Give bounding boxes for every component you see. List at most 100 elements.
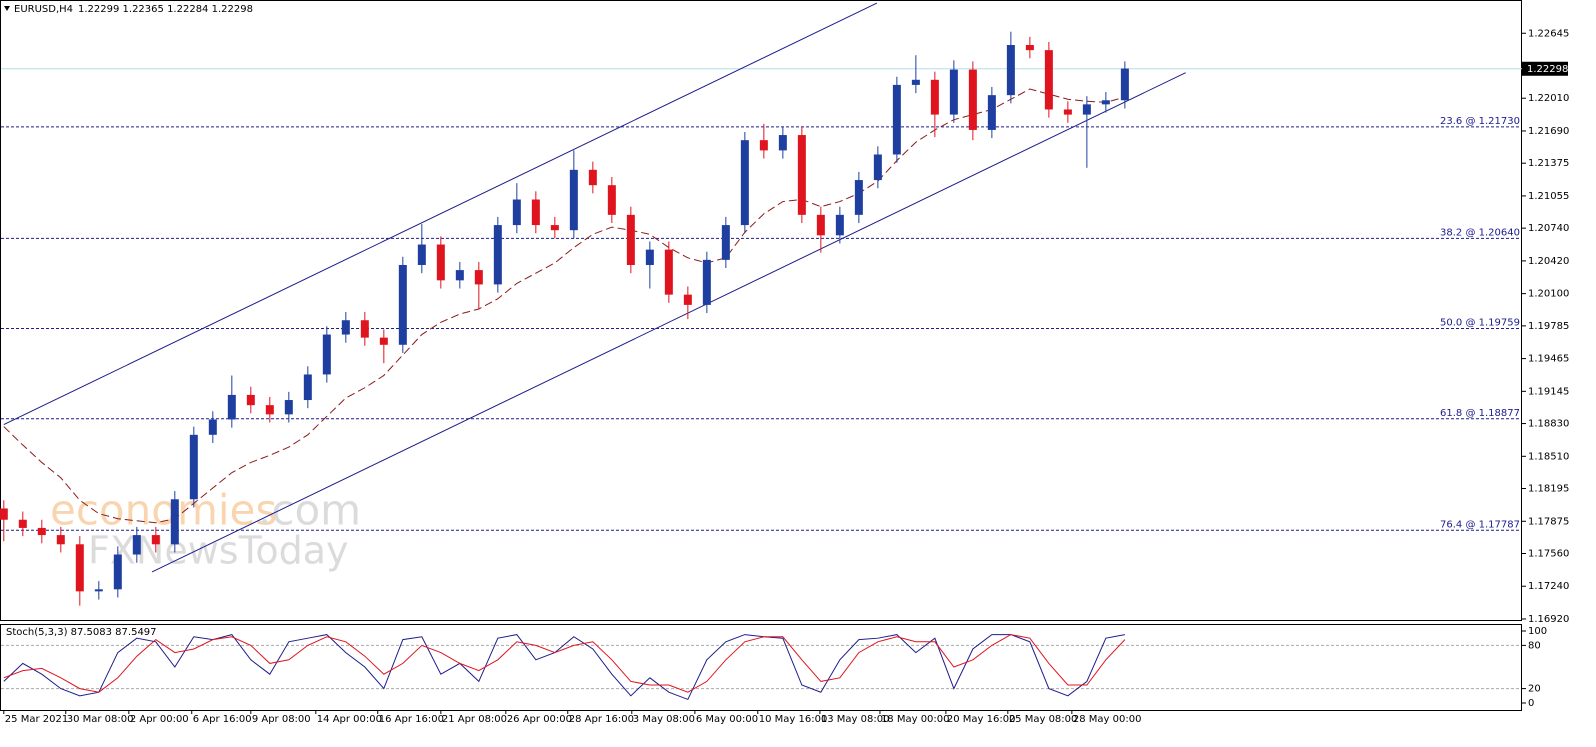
y-tick-label: 1.20420 xyxy=(1528,256,1569,267)
candle-body xyxy=(645,249,654,265)
candle-body xyxy=(664,249,673,295)
candle-body xyxy=(398,264,407,345)
y-tick-label: 1.22645 xyxy=(1528,28,1569,39)
candle-body xyxy=(379,337,388,345)
channel-line xyxy=(151,72,1186,573)
y-tick-label: 1.18510 xyxy=(1528,451,1569,462)
candle-body xyxy=(360,320,369,338)
y-tick-label: 1.22010 xyxy=(1528,93,1569,104)
x-tick-label: 2 Apr 00:00 xyxy=(130,714,189,725)
candle-body xyxy=(322,334,331,375)
x-tick-label: 25 Mar 2021 xyxy=(5,714,68,725)
stoch-y-tick-label: 100 xyxy=(1528,626,1547,637)
stoch-title: Stoch(5,3,3) 87.5083 87.5497 xyxy=(6,627,157,638)
watermark-domain: .com xyxy=(258,486,361,535)
stoch-y-tick-label: 20 xyxy=(1528,684,1541,695)
candle-body xyxy=(626,214,635,265)
x-tick-label: 14 Apr 00:00 xyxy=(317,714,382,725)
x-tick-label: 3 May 08:00 xyxy=(633,714,695,725)
candle-body xyxy=(341,320,350,335)
watermark: economies .com FXNewsToday xyxy=(50,486,361,573)
candle-body xyxy=(873,154,882,181)
y-tick-label: 1.17240 xyxy=(1528,581,1569,592)
candle-body xyxy=(56,535,65,545)
candle-body xyxy=(1101,100,1110,105)
candle-body xyxy=(778,135,787,151)
x-tick-label: 6 May 00:00 xyxy=(696,714,758,725)
y-tick-label: 1.19465 xyxy=(1528,354,1569,365)
candle-body xyxy=(854,180,863,215)
candle-body xyxy=(1025,45,1034,51)
x-tick-label: 9 Apr 08:00 xyxy=(252,714,311,725)
stoch-y-tick-label: 0 xyxy=(1528,698,1534,709)
stoch-line xyxy=(3,634,1126,693)
y-tick-label: 1.17875 xyxy=(1528,516,1569,527)
fib-label: 50.0 @ 1.19759 xyxy=(1440,318,1520,329)
y-tick-label: 1.18830 xyxy=(1528,419,1569,430)
y-tick-label: 1.18195 xyxy=(1528,484,1569,495)
candle-body xyxy=(493,225,502,285)
candle-body xyxy=(151,535,160,545)
candle-body xyxy=(284,400,293,415)
candle-body xyxy=(816,214,825,236)
x-tick-label: 10 May 16:00 xyxy=(759,714,828,725)
candle-body xyxy=(702,259,711,305)
candle-body xyxy=(588,169,597,186)
candle-body xyxy=(0,508,8,520)
candle-body xyxy=(607,185,616,215)
candle-body xyxy=(1044,50,1053,110)
candle-body xyxy=(797,135,806,215)
candle-body xyxy=(1120,68,1129,101)
candle-body xyxy=(683,294,692,305)
y-tick-label: 1.20740 xyxy=(1528,223,1569,234)
x-tick-label: 18 May 00:00 xyxy=(881,714,950,725)
candle-body xyxy=(721,225,730,260)
candle-body xyxy=(189,434,198,500)
candle-body xyxy=(987,95,996,130)
candle-body xyxy=(208,419,217,435)
candle-body xyxy=(94,589,103,592)
candle-body xyxy=(569,169,578,231)
x-tick-label: 13 May 08:00 xyxy=(821,714,890,725)
fib-label: 61.8 @ 1.18877 xyxy=(1440,408,1520,419)
candle-body xyxy=(18,519,27,528)
candle-body xyxy=(1082,104,1091,115)
candle-body xyxy=(474,270,483,285)
y-tick-label: 1.19785 xyxy=(1528,321,1569,332)
x-tick-label: 26 Apr 00:00 xyxy=(507,714,572,725)
fib-label: 76.4 @ 1.17787 xyxy=(1440,519,1520,530)
x-tick-label: 20 May 16:00 xyxy=(947,714,1016,725)
candle-body xyxy=(531,199,540,226)
x-tick-label: 25 May 08:00 xyxy=(1009,714,1078,725)
stoch-frame xyxy=(0,624,1522,711)
candle-body xyxy=(949,69,958,115)
candle-body xyxy=(75,544,84,592)
candle-body xyxy=(132,535,141,555)
y-tick-label: 1.16920 xyxy=(1528,614,1569,625)
y-tick-label: 1.20100 xyxy=(1528,289,1569,300)
symbol-title: EURUSD,H4 xyxy=(14,4,73,15)
candle-body xyxy=(550,225,559,231)
candle-body xyxy=(170,499,179,545)
y-tick-label: 1.21375 xyxy=(1528,158,1569,169)
candle-body xyxy=(740,140,749,226)
y-tick-label: 1.19145 xyxy=(1528,386,1569,397)
watermark-second: FXNewsToday xyxy=(88,529,348,573)
x-tick-label: 16 Apr 16:00 xyxy=(379,714,444,725)
main-frame xyxy=(0,0,1522,621)
stoch-y-tick-label: 80 xyxy=(1528,640,1541,651)
current-price-box xyxy=(1522,61,1568,76)
candle-body xyxy=(968,69,977,130)
candle-body xyxy=(436,244,445,281)
watermark-brand: economies xyxy=(50,486,277,535)
candle-body xyxy=(417,244,426,265)
candle-body xyxy=(455,270,464,281)
y-tick-label: 1.21690 xyxy=(1528,126,1569,137)
fib-label: 38.2 @ 1.20640 xyxy=(1440,227,1520,238)
x-tick-label: 28 Apr 16:00 xyxy=(569,714,634,725)
x-tick-label: 6 Apr 16:00 xyxy=(193,714,252,725)
candle-body xyxy=(303,374,312,401)
x-tick-label: 21 Apr 08:00 xyxy=(442,714,507,725)
